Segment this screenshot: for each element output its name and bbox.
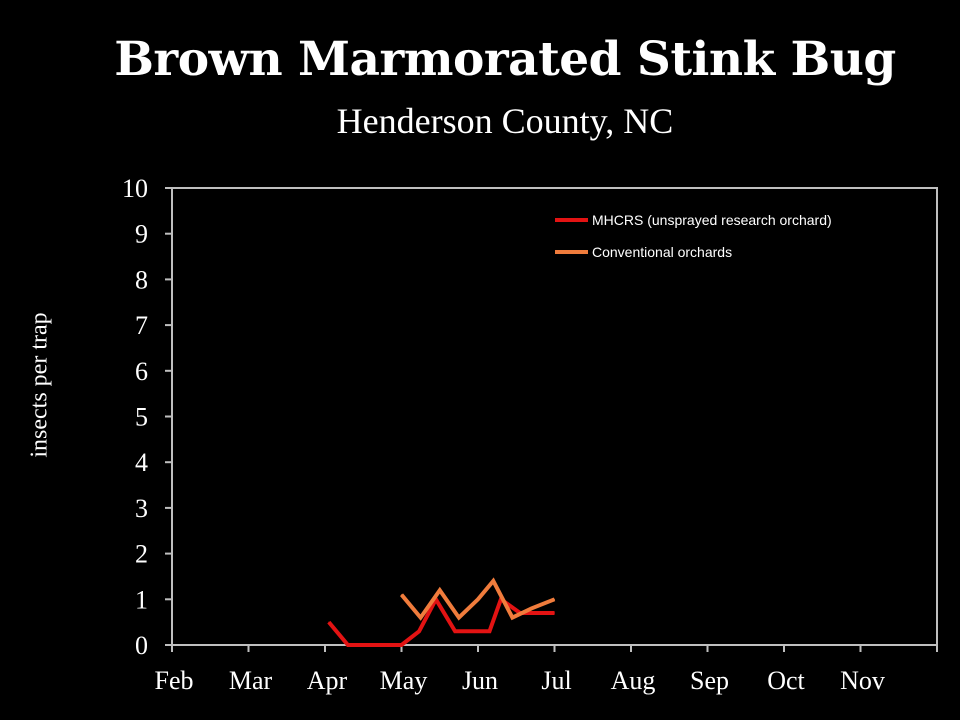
data-point <box>420 617 422 619</box>
x-tick-label: Jun <box>462 666 498 695</box>
data-point <box>511 617 513 619</box>
chart-title: Brown Marmorated Stink Bug <box>114 32 896 87</box>
data-point <box>538 612 540 614</box>
data-point <box>488 630 490 632</box>
y-tick-label: 9 <box>135 220 148 249</box>
data-point <box>531 607 533 609</box>
y-tick-label: 6 <box>135 357 148 386</box>
x-axis: Feb Mar Apr May Jun Jul Aug Sep Oct Nov <box>155 645 938 695</box>
x-tick-label: Jul <box>541 666 571 695</box>
data-point <box>492 580 494 582</box>
chart-subtitle: Henderson County, NC <box>336 101 674 141</box>
y-tick-label: 0 <box>135 631 148 660</box>
data-point <box>385 644 387 646</box>
data-point <box>454 630 456 632</box>
data-point <box>439 589 441 591</box>
legend-label: MHCRS (unsprayed research orchard) <box>592 212 832 228</box>
data-point <box>554 598 555 600</box>
x-tick-label: Aug <box>611 666 656 695</box>
data-point <box>347 644 349 646</box>
x-tick-label: Oct <box>767 666 805 695</box>
y-tick-label: 10 <box>122 174 148 203</box>
data-point <box>554 612 555 614</box>
data-point <box>328 621 330 623</box>
data-point <box>366 644 368 646</box>
x-tick-label: Apr <box>307 666 348 695</box>
plot-area <box>171 187 938 646</box>
y-tick-label: 1 <box>135 585 148 614</box>
x-tick-label: Sep <box>690 666 729 695</box>
y-tick-label: 8 <box>135 265 148 294</box>
legend-label: Conventional orchards <box>592 244 732 260</box>
x-tick-label: Nov <box>840 666 885 695</box>
data-point <box>401 644 402 646</box>
data-point <box>418 630 420 632</box>
y-tick-label: 3 <box>135 494 148 523</box>
y-axis: 0 1 2 3 4 5 6 7 8 9 10 <box>122 174 172 660</box>
x-tick-label: Mar <box>229 666 273 695</box>
legend: MHCRS (unsprayed research orchard) Conven… <box>555 212 832 260</box>
y-tick-label: 5 <box>135 403 148 432</box>
data-point <box>477 630 479 632</box>
y-tick-label: 2 <box>135 540 148 569</box>
data-point <box>401 594 402 596</box>
data-point <box>477 598 479 600</box>
x-tick-label: Feb <box>155 666 194 695</box>
series-line-0 <box>327 595 555 647</box>
x-tick-label: May <box>380 666 428 695</box>
data-point <box>458 617 460 619</box>
y-tick-label: 7 <box>135 311 148 340</box>
y-tick-label: 4 <box>135 448 148 477</box>
series-lines <box>327 577 556 647</box>
